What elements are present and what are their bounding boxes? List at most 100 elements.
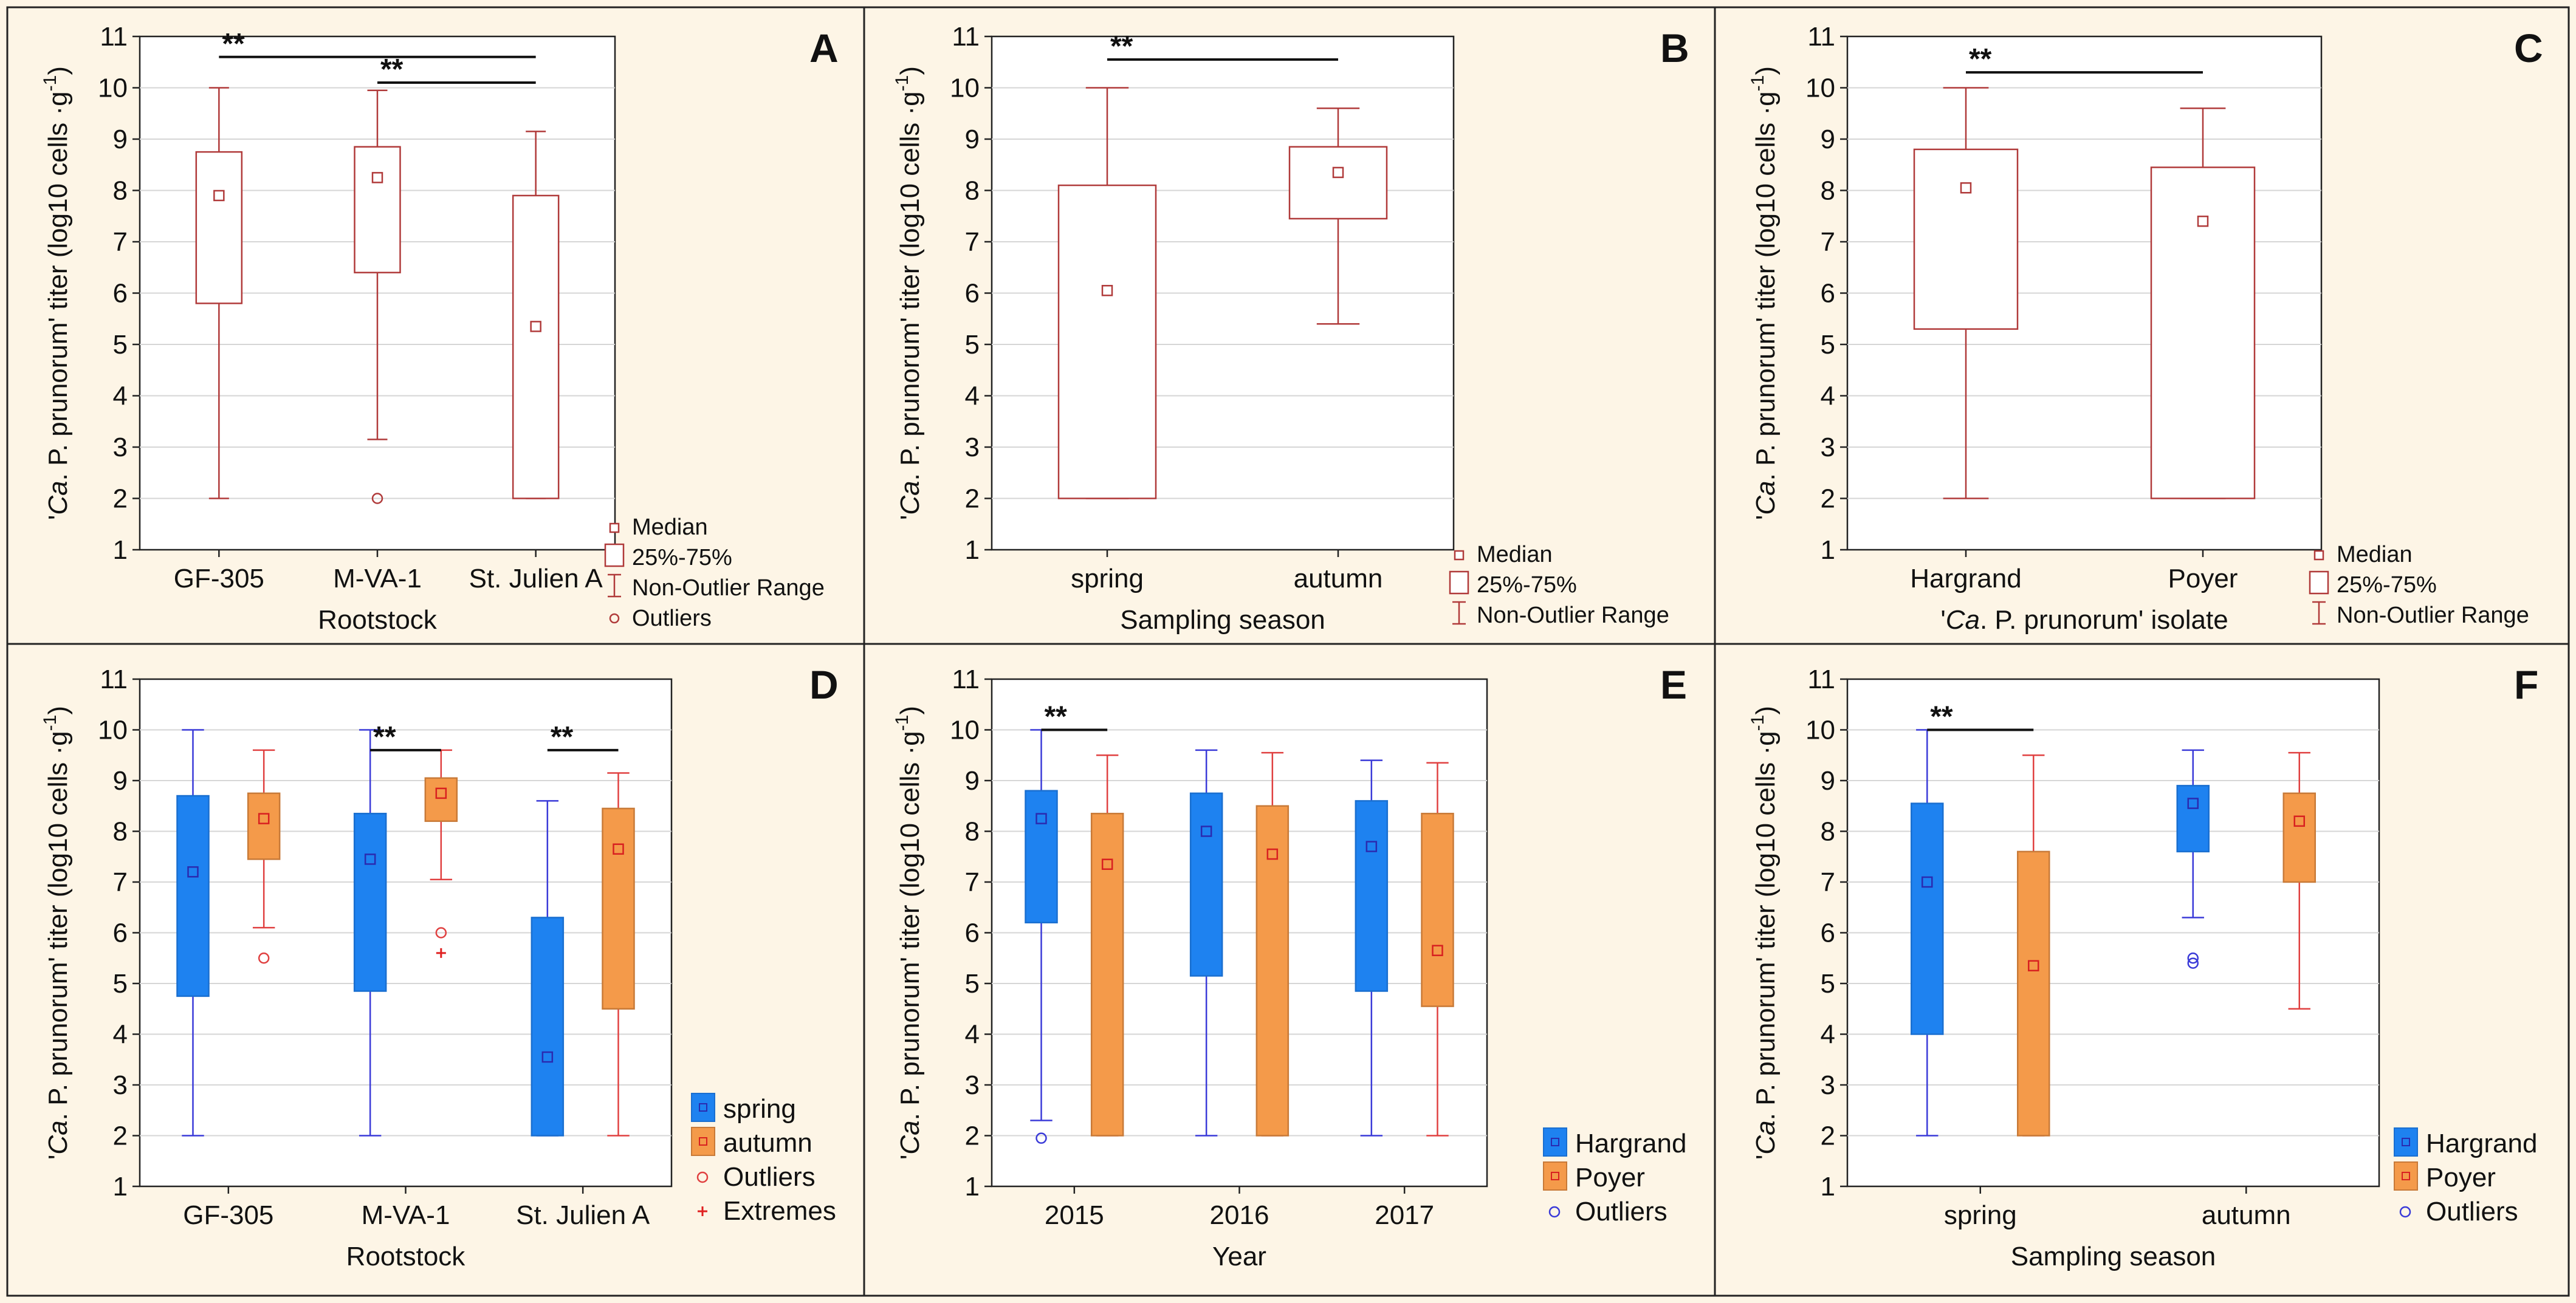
x-axis-label: Rootstock (346, 1242, 466, 1271)
y-tick-label: 7 (113, 227, 128, 257)
y-tick-label: 11 (100, 22, 128, 52)
x-tick-label: 2017 (1375, 1200, 1434, 1230)
y-tick-label: 2 (1821, 484, 1835, 514)
box-iqr (531, 917, 565, 1137)
legend-label: 25%-75% (632, 545, 732, 570)
y-axis-label-end: ) (43, 706, 73, 715)
x-axis-label-text: ' (1940, 605, 1945, 635)
legend-whisker-icon (1452, 601, 1466, 625)
legend-label: Outliers (1575, 1197, 1668, 1226)
legend-label: Median (1477, 542, 1553, 567)
y-tick-label: 3 (1821, 1070, 1835, 1100)
box-hargrand-spring (1911, 729, 1944, 1137)
median-marker (1960, 182, 1972, 194)
y-axis-label-text: . P. prunorum' titer (log10 cells ·g (895, 731, 925, 1120)
box-autumn-gf-305 (247, 749, 281, 964)
x-axis-label: Sampling season (1120, 605, 1325, 635)
legend-autumn-median (1551, 1172, 1559, 1180)
y-tick-label: 10 (98, 716, 128, 745)
box-poyer-2015 (1090, 754, 1124, 1137)
box-iqr (2017, 850, 2050, 1137)
y-tick-label: 7 (113, 867, 128, 897)
legend-outlier-icon (609, 613, 620, 624)
significance-label: ** (373, 721, 396, 753)
y-tick-label: 1 (113, 1172, 128, 1202)
box-iqr (1911, 802, 1944, 1035)
box-hargrand-2015 (1025, 729, 1058, 1144)
y-tick-label: 9 (113, 766, 128, 796)
box-iqr (1355, 800, 1389, 992)
y-axis-label-italic: Ca (1751, 481, 1781, 515)
box-spring-m-va-1 (353, 729, 387, 1137)
legend-label: Median (632, 515, 708, 540)
outlier-point (258, 952, 270, 964)
legend-item: Outliers (2399, 1197, 2518, 1226)
y-tick-label: 7 (965, 227, 980, 257)
outlier-point (371, 493, 383, 504)
median-marker (1101, 858, 1113, 870)
legend-label: Outliers (723, 1162, 816, 1192)
y-tick-label: 9 (1821, 766, 1835, 796)
y-tick-label: 9 (965, 125, 980, 154)
y-tick-label: 10 (1805, 716, 1835, 745)
outlier-point (2187, 957, 2199, 969)
legend-item: autumn (691, 1127, 812, 1158)
y-tick-label: 1 (1821, 1172, 1835, 1202)
x-tick-label: autumn (1294, 564, 1383, 593)
y-tick-label: 6 (113, 918, 128, 948)
y-axis-label: 'Ca. P. prunorum' titer (log10 cells ·g-… (1748, 706, 1781, 1160)
y-tick-label: 6 (1821, 279, 1835, 309)
y-tick-label: 10 (1805, 74, 1835, 103)
box-autumn-st-julien-a (602, 772, 635, 1137)
y-axis-label-text: . P. prunorum' titer (log10 cells ·g (1751, 91, 1781, 481)
box-m-va-1 (354, 89, 401, 504)
legend-whisker-icon (2312, 601, 2326, 625)
box-iqr (512, 194, 560, 499)
box-iqr (1288, 146, 1388, 220)
y-tick-label: 8 (965, 176, 980, 206)
legend-spring-median (1551, 1138, 1559, 1146)
legend-item: 25%-75% (604, 543, 732, 570)
panel-b: 1 2 3 4 5 6 7 8 9 10 11 spring autumn ** 'Ca. P. pruno… (863, 6, 1716, 645)
box-iqr (602, 807, 635, 1010)
significance-label: ** (1045, 701, 1068, 733)
legend-item: Poyer (2394, 1161, 2496, 1192)
x-tick-label: autumn (2202, 1200, 2291, 1230)
box-hargrand-autumn (2176, 749, 2210, 969)
box-poyer-autumn (2282, 751, 2316, 1010)
y-tick-label: 2 (1821, 1121, 1835, 1151)
legend-label: 25%-75% (2337, 572, 2437, 598)
box-hargrand-2016 (1189, 749, 1223, 1137)
median-marker (1432, 945, 1443, 956)
y-axis-label-superscript: -1 (892, 715, 912, 731)
panel-letter: C (2514, 26, 2543, 70)
median-marker (258, 813, 270, 824)
y-axis-label-text: . P. prunorum' titer (log10 cells ·g (43, 91, 73, 481)
y-axis-label-quote: ' (43, 515, 73, 520)
y-axis-label: 'Ca. P. prunorum' titer (log10 cells ·g-… (40, 66, 73, 520)
y-tick-label: 4 (965, 1020, 980, 1050)
y-tick-label: 2 (113, 484, 128, 514)
box-spring (1057, 87, 1157, 499)
legend-label: Non-Outlier Range (2337, 603, 2529, 628)
y-axis-label-italic: Ca (1751, 1120, 1781, 1154)
x-axis-label-text: Rootstock (318, 605, 438, 635)
y-axis-label-italic: Ca (895, 1120, 925, 1154)
legend-label: Hargrand (1575, 1129, 1686, 1158)
y-tick-label: 5 (965, 969, 980, 999)
median-marker (435, 787, 447, 799)
y-tick-label: 10 (950, 74, 980, 103)
x-axis-label-text: Rootstock (346, 1242, 466, 1271)
y-tick-label: 7 (1821, 867, 1835, 897)
y-tick-label: 8 (1821, 176, 1835, 206)
y-tick-label: 4 (113, 381, 128, 411)
box-iqr (1025, 790, 1058, 924)
median-marker (1332, 166, 1344, 179)
box-hargrand-2017 (1355, 759, 1389, 1137)
legend-label: Outliers (632, 606, 712, 631)
y-axis-label-quote: ' (1751, 1155, 1781, 1160)
median-marker (530, 321, 541, 332)
panel-f: 1 2 3 4 5 6 7 8 9 10 11 spring autumn ** 'Ca. P. pruno… (1714, 643, 2570, 1297)
outlier-point (1036, 1132, 1047, 1144)
